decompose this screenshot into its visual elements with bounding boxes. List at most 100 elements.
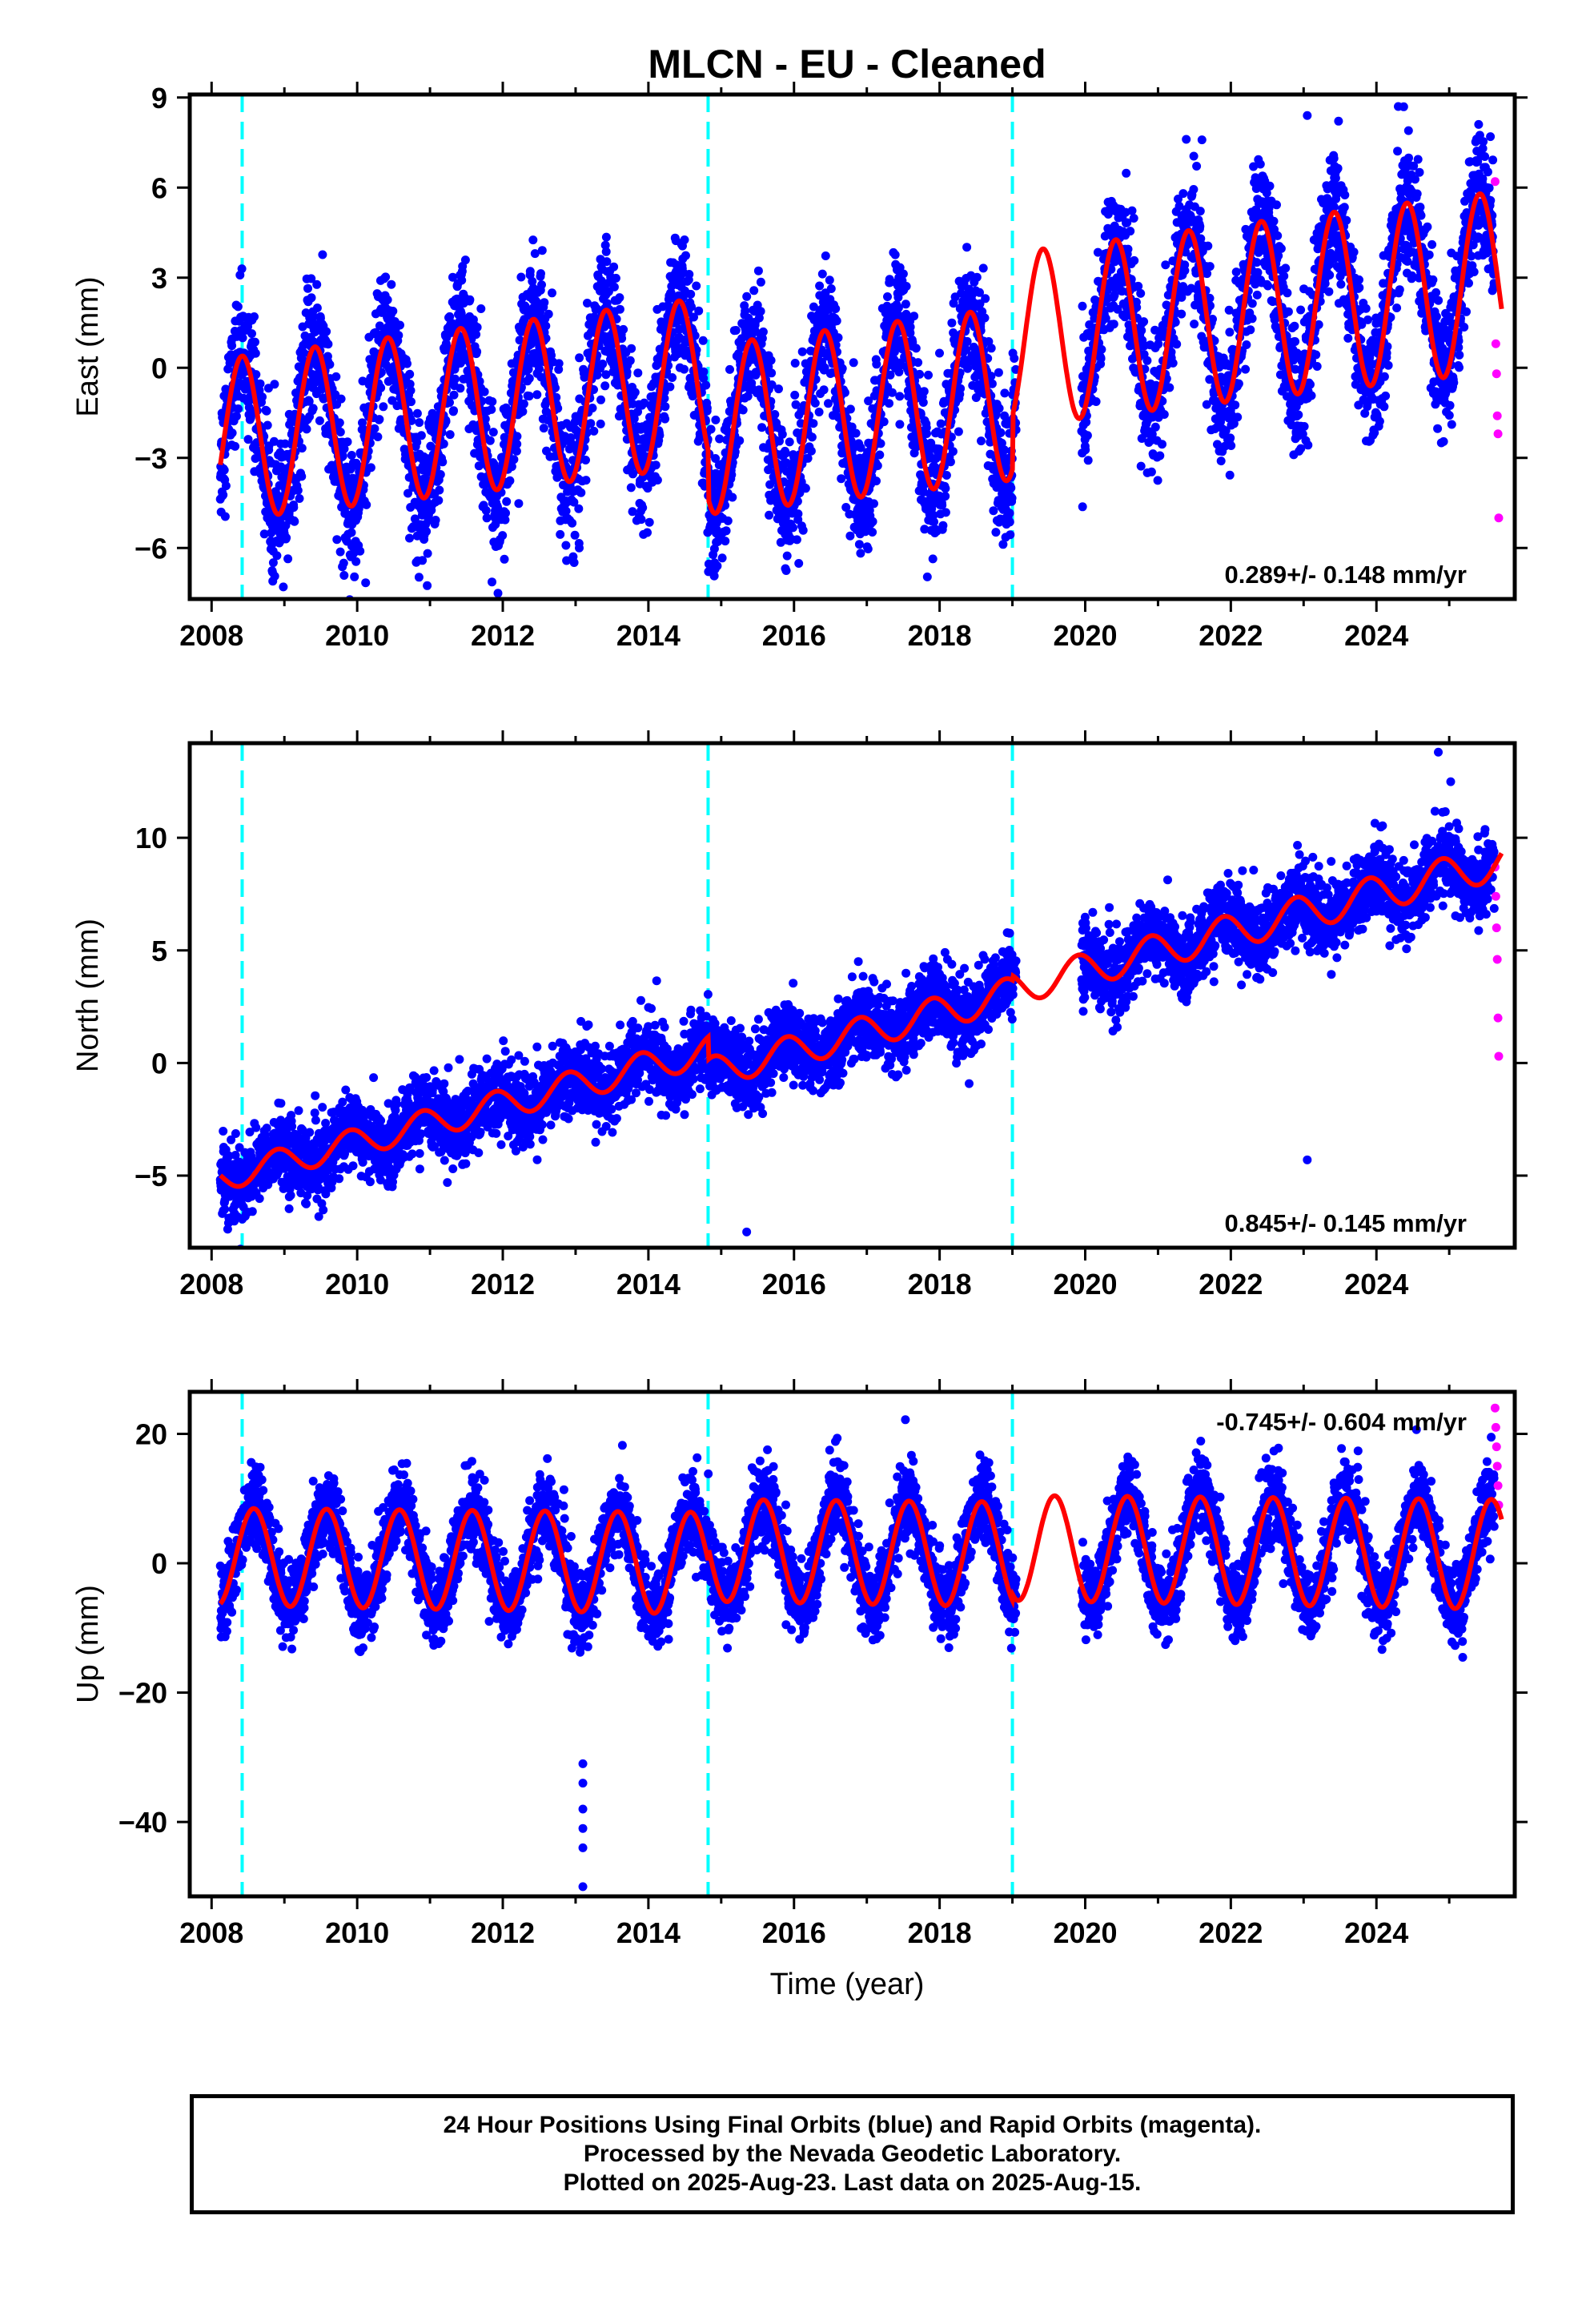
east-point: [279, 582, 288, 592]
east-point: [1006, 530, 1015, 540]
east-point: [946, 457, 955, 467]
east-point: [911, 344, 921, 353]
east-point: [238, 333, 247, 343]
east-point: [383, 295, 392, 304]
east-point: [1136, 461, 1146, 471]
east-point: [996, 428, 1006, 437]
east-point: [814, 408, 824, 416]
east-point: [516, 272, 526, 282]
east-point: [938, 521, 948, 530]
east-point: [220, 512, 230, 521]
east-point: [905, 322, 915, 332]
east-point: [1231, 267, 1241, 277]
east-point: [480, 414, 490, 424]
east-point: [1172, 340, 1182, 349]
chart-title: MLCN - EU - Cleaned: [648, 42, 1046, 86]
east-point: [498, 531, 508, 541]
east-point: [569, 558, 579, 567]
east-point: [388, 307, 398, 316]
east-point: [757, 423, 767, 432]
east-point: [476, 304, 486, 313]
east-point: [535, 364, 544, 373]
east-point: [1311, 350, 1321, 360]
east-point: [1177, 309, 1186, 319]
east-point: [809, 419, 818, 428]
east-point: [1006, 483, 1016, 493]
east-point: [325, 360, 335, 369]
east-point: [406, 386, 416, 396]
east-point: [711, 415, 721, 424]
east-point: [449, 390, 459, 400]
east-point: [928, 554, 938, 564]
east-point: [539, 424, 548, 433]
east-point: [297, 444, 307, 453]
east-point: [994, 368, 1003, 377]
east-point: [770, 410, 780, 419]
east-point: [1127, 206, 1137, 215]
east-point: [832, 316, 841, 326]
east-point: [481, 506, 491, 515]
east-point: [687, 302, 696, 312]
east-point: [568, 518, 577, 528]
east-point: [423, 549, 432, 558]
east-point: [436, 470, 445, 479]
east-point: [528, 235, 538, 245]
east-point: [1340, 191, 1350, 199]
east-point: [414, 573, 424, 582]
east-point: [488, 577, 496, 587]
east-point: [868, 528, 877, 537]
east-point: [626, 483, 636, 493]
east-point: [536, 269, 545, 279]
east-point: [379, 402, 388, 412]
east-point: [794, 559, 804, 568]
east-point: [556, 529, 565, 539]
east-point: [512, 446, 521, 456]
east-point: [258, 392, 267, 402]
east-point: [272, 551, 282, 561]
east-point: [1325, 271, 1335, 279]
east-point: [347, 528, 356, 537]
east-point: [721, 526, 731, 536]
east-point: [362, 500, 371, 509]
east-point: [251, 370, 261, 380]
east-point: [652, 476, 662, 485]
east-point: [609, 282, 619, 292]
east-point: [801, 484, 810, 493]
east-point: [524, 392, 534, 401]
east-point: [638, 503, 648, 513]
east-point: [1334, 116, 1343, 126]
east-point: [410, 514, 420, 524]
east-point: [793, 509, 803, 519]
east-point: [514, 499, 524, 509]
east-point: [685, 270, 694, 279]
east-point: [343, 437, 352, 447]
east-point: [1331, 174, 1340, 183]
east-point: [251, 337, 259, 347]
east-point: [781, 566, 791, 575]
east-point: [1333, 163, 1343, 173]
east-point: [282, 533, 291, 542]
east-point: [537, 246, 547, 255]
east-point: [1247, 299, 1257, 308]
east-point: [251, 348, 260, 358]
east-point: [403, 359, 412, 368]
east-point: [331, 372, 341, 381]
east-point: [255, 379, 265, 388]
east-point: [551, 383, 560, 392]
east-point: [1129, 214, 1138, 223]
east-point: [699, 367, 709, 376]
east-point: [323, 340, 333, 349]
east-point: [1000, 388, 1010, 398]
east-point: [574, 504, 584, 513]
east-point: [1283, 307, 1293, 316]
east-point: [627, 344, 636, 353]
east-point: [1150, 422, 1160, 432]
east-point: [863, 545, 873, 553]
east-point: [423, 581, 432, 590]
east-point: [500, 554, 509, 564]
east-point: [1083, 456, 1093, 465]
east-point: [1227, 441, 1236, 450]
east-point: [977, 436, 986, 446]
east-point: [954, 427, 963, 436]
east-point: [1343, 333, 1353, 343]
